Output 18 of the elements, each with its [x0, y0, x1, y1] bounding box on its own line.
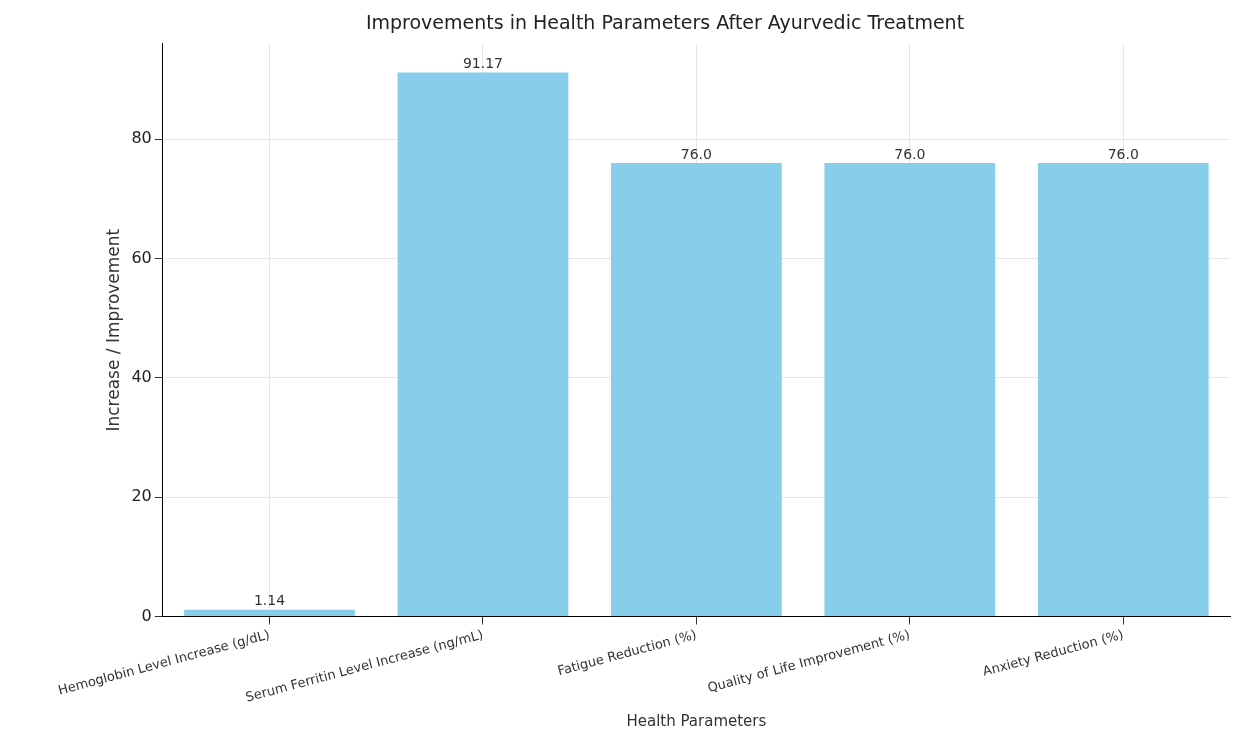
bar — [397, 72, 569, 616]
data-label: 91.17 — [462, 55, 503, 72]
bar — [824, 163, 996, 616]
y-tick-label: 40 — [131, 367, 152, 387]
x-axis-title: Health Parameters — [626, 711, 767, 730]
bar — [1037, 163, 1209, 616]
bar — [184, 609, 355, 616]
y-tick-label: 0 — [141, 605, 152, 625]
data-label: 76.0 — [680, 145, 712, 162]
chart-title: Improvements in Health Parameters After Ayurvedic Treatment — [365, 11, 965, 34]
data-label: 76.0 — [1107, 145, 1139, 162]
y-tick-label: 80 — [131, 128, 152, 148]
data-label: 1.14 — [253, 592, 286, 609]
y-axis-title: Increase / Improvement — [102, 228, 123, 432]
data-label: 76.0 — [894, 145, 926, 162]
y-tick-label: 20 — [131, 486, 152, 506]
bar — [611, 163, 782, 616]
y-tick-label: 60 — [131, 247, 152, 267]
